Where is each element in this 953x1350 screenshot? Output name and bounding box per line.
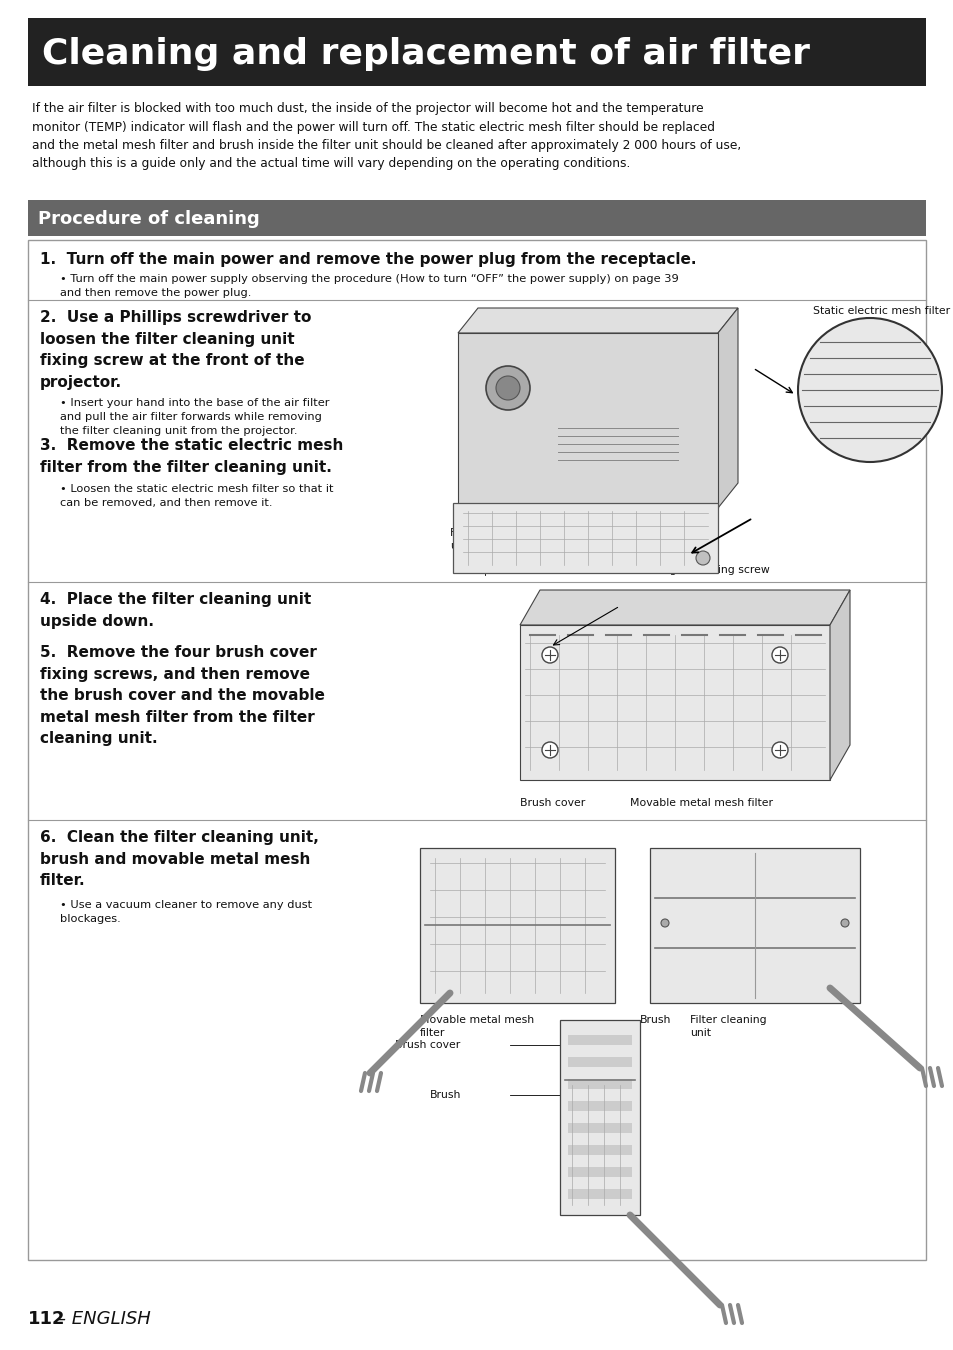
Text: – ENGLISH: – ENGLISH (57, 1310, 151, 1328)
Bar (567, 1189, 631, 1199)
Bar (567, 1102, 631, 1111)
Text: • Use a vacuum cleaner to remove any dust
blockages.: • Use a vacuum cleaner to remove any dus… (60, 900, 312, 923)
Bar (567, 1145, 631, 1156)
Circle shape (660, 919, 668, 927)
Text: Procedure of cleaning: Procedure of cleaning (38, 211, 259, 228)
Bar (28, 18, 925, 86)
Text: 2.  Use a Phillips screwdriver to
loosen the filter cleaning unit
fixing screw a: 2. Use a Phillips screwdriver to loosen … (40, 310, 311, 390)
Text: Movable metal mesh filter: Movable metal mesh filter (629, 798, 772, 809)
Bar (28, 240, 925, 1260)
Text: 1.  Turn off the main power and remove the power plug from the receptacle.: 1. Turn off the main power and remove th… (40, 252, 696, 267)
Text: 6.  Clean the filter cleaning unit,
brush and movable metal mesh
filter.: 6. Clean the filter cleaning unit, brush… (40, 830, 318, 888)
Polygon shape (457, 333, 718, 508)
Circle shape (771, 743, 787, 757)
Circle shape (541, 647, 558, 663)
Text: 5.  Remove the four brush cover
fixing screws, and then remove
the brush cover a: 5. Remove the four brush cover fixing sc… (40, 645, 325, 747)
Polygon shape (519, 625, 829, 780)
Bar (567, 1057, 631, 1066)
Polygon shape (718, 308, 738, 508)
Bar (567, 1079, 631, 1089)
Circle shape (771, 647, 787, 663)
Bar (567, 1123, 631, 1133)
Text: Brush cover: Brush cover (519, 798, 584, 809)
Text: • Loosen the static electric mesh filter so that it
can be removed, and then rem: • Loosen the static electric mesh filter… (60, 485, 334, 508)
Bar (649, 848, 859, 1003)
Text: Movable metal mesh
filter: Movable metal mesh filter (419, 1015, 534, 1038)
Circle shape (841, 919, 848, 927)
Bar (419, 848, 615, 1003)
Text: 112: 112 (28, 1310, 66, 1328)
Circle shape (696, 551, 709, 566)
Text: Brush: Brush (430, 1089, 461, 1100)
Text: If the air filter is blocked with too much dust, the inside of the projector wil: If the air filter is blocked with too mu… (32, 103, 740, 170)
Polygon shape (453, 504, 718, 572)
Bar (28, 200, 925, 236)
Text: • Turn off the main power supply observing the procedure (How to turn “OFF” the : • Turn off the main power supply observi… (60, 274, 678, 298)
Text: Filter cleaning
unit: Filter cleaning unit (450, 528, 526, 551)
Circle shape (485, 366, 530, 410)
Bar (567, 1035, 631, 1045)
Text: Filter cleaning unit fixing screw: Filter cleaning unit fixing screw (599, 566, 769, 575)
Text: Static electric mesh filter: Static electric mesh filter (812, 306, 949, 316)
Polygon shape (519, 590, 849, 625)
Text: Cleaning and replacement of air filter: Cleaning and replacement of air filter (42, 36, 809, 72)
Bar (559, 1021, 639, 1215)
Polygon shape (829, 590, 849, 780)
Circle shape (496, 377, 519, 400)
Circle shape (797, 319, 941, 462)
Circle shape (541, 743, 558, 757)
Polygon shape (457, 308, 738, 333)
Text: Filter cleaning
unit: Filter cleaning unit (689, 1015, 766, 1038)
Text: 4.  Place the filter cleaning unit
upside down.: 4. Place the filter cleaning unit upside… (40, 593, 311, 629)
Text: 3.  Remove the static electric mesh
filter from the filter cleaning unit.: 3. Remove the static electric mesh filte… (40, 437, 343, 475)
Text: Brush: Brush (639, 1015, 671, 1025)
Bar (567, 1166, 631, 1177)
Text: Brush cover fixing screws (4 places): Brush cover fixing screws (4 places) (559, 594, 756, 603)
Text: Brush cover: Brush cover (395, 1040, 459, 1050)
Text: • Insert your hand into the base of the air filter
and pull the air filter forwa: • Insert your hand into the base of the … (60, 398, 329, 436)
